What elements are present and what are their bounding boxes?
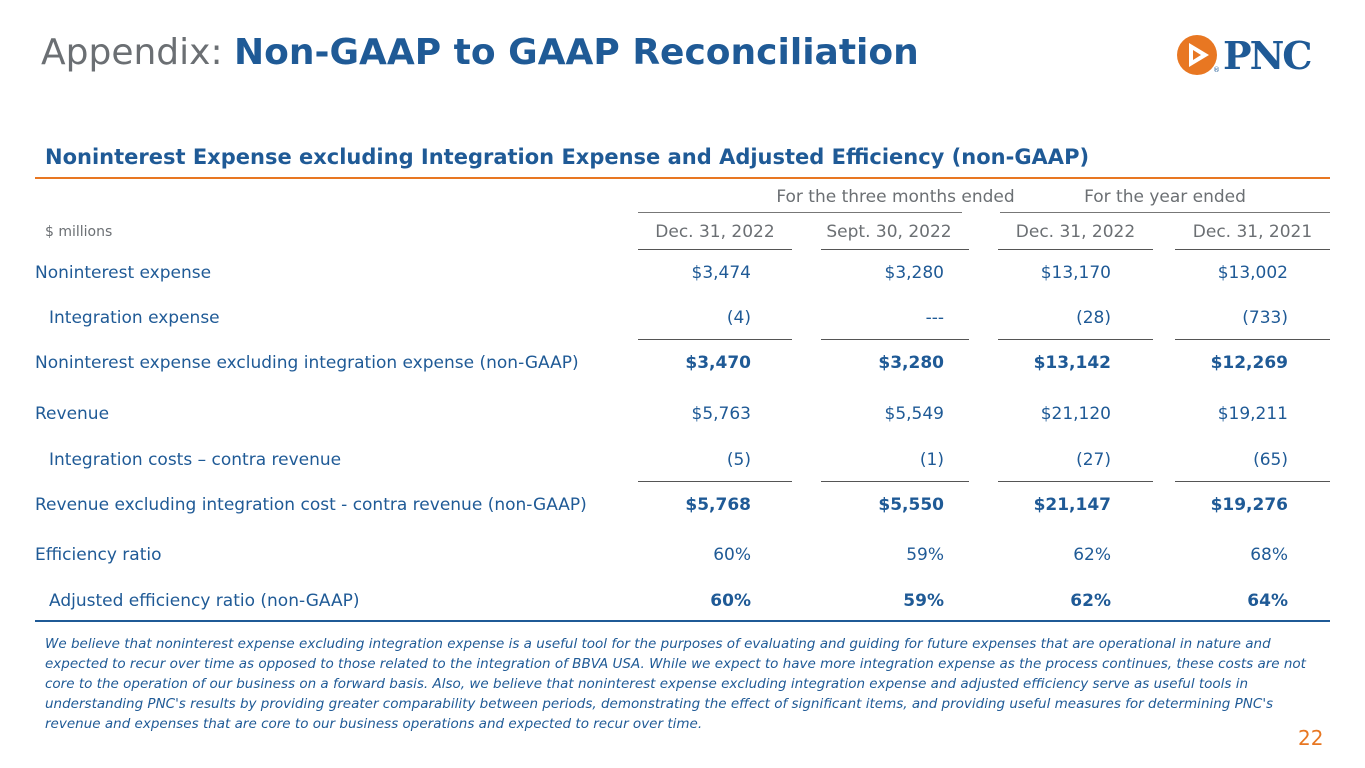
units-label: $ millions [45, 224, 113, 240]
group-divider-year [1000, 212, 1330, 213]
table-cell: (65) [1253, 450, 1288, 470]
table-cell: $12,269 [1210, 353, 1288, 373]
header-underline [638, 249, 792, 250]
column-header: Dec. 31, 2022 [655, 222, 775, 242]
row-label: Integration expense [49, 308, 220, 328]
table-cell: 62% [1070, 591, 1111, 611]
subtotal-line [821, 339, 969, 340]
table-cell: $21,147 [1033, 495, 1111, 515]
subtotal-line [638, 481, 792, 482]
table-cell: $13,002 [1217, 263, 1288, 283]
column-header: Dec. 31, 2022 [1015, 222, 1136, 242]
table-cell: $3,280 [878, 353, 944, 373]
row-label: Noninterest expense excluding integratio… [35, 353, 579, 373]
table-cell: (4) [726, 308, 751, 328]
table-cell: --- [925, 308, 944, 328]
table-cell: (733) [1242, 308, 1288, 328]
row-label: Integration costs – contra revenue [49, 450, 342, 470]
table-cell: (5) [726, 450, 751, 470]
page-number: 22 [1298, 726, 1324, 750]
row-label: Efficiency ratio [35, 545, 162, 565]
subtotal-line [998, 481, 1153, 482]
group-header-three-months: For the three months ended [776, 187, 1015, 207]
row-label: Revenue excluding integration cost - con… [35, 495, 587, 515]
table-cell: $13,142 [1033, 353, 1111, 373]
table-cell: $5,768 [685, 495, 751, 515]
column-header: Dec. 31, 2021 [1192, 222, 1313, 242]
subtotal-line [1175, 481, 1330, 482]
table-cell: (1) [919, 450, 944, 470]
pnc-logo: PNC ® [1175, 30, 1330, 80]
logo-wordmark: PNC [1223, 32, 1313, 78]
header-underline [998, 249, 1153, 250]
subtotal-line [821, 481, 969, 482]
table-bottom-divider [35, 620, 1330, 622]
header-underline [821, 249, 969, 250]
table-cell: 59% [903, 591, 944, 611]
table-cell: $3,470 [685, 353, 751, 373]
subtotal-line [638, 339, 792, 340]
table-cell: 59% [906, 545, 944, 565]
row-label: Adjusted efficiency ratio (non-GAAP) [49, 591, 360, 611]
group-divider-three-months [638, 212, 962, 213]
table-cell: 60% [710, 591, 751, 611]
row-label: Revenue [35, 404, 110, 424]
group-header-year: For the year ended [1084, 187, 1246, 207]
title-main: Non-GAAP to GAAP Reconciliation [234, 32, 919, 73]
logo-registered-mark: ® [1213, 66, 1220, 74]
section-title: Noninterest Expense excluding Integratio… [45, 145, 1090, 169]
section-divider [35, 177, 1330, 179]
table-cell: (28) [1076, 308, 1111, 328]
page-title: Appendix: Non-GAAP to GAAP Reconciliatio… [41, 32, 919, 73]
table-cell: 64% [1247, 591, 1288, 611]
table-cell: $19,276 [1210, 495, 1288, 515]
header-underline [1175, 249, 1330, 250]
pnc-triangle-icon [1177, 35, 1217, 75]
table-cell: 62% [1073, 545, 1111, 565]
table-cell: 68% [1250, 545, 1288, 565]
title-prefix: Appendix: [41, 32, 223, 73]
subtotal-line [1175, 339, 1330, 340]
subtotal-line [998, 339, 1153, 340]
row-label: Noninterest expense [35, 263, 212, 283]
table-cell: $3,280 [884, 263, 944, 283]
table-cell: $3,474 [691, 263, 751, 283]
table-cell: $5,550 [878, 495, 944, 515]
table-cell: $13,170 [1040, 263, 1111, 283]
table-cell: $19,211 [1217, 404, 1288, 424]
table-cell: 60% [713, 545, 751, 565]
table-cell: $5,763 [691, 404, 751, 424]
table-cell: $21,120 [1040, 404, 1111, 424]
footnote: We believe that noninterest expense excl… [45, 636, 1306, 732]
table-cell: $5,549 [884, 404, 944, 424]
table-cell: (27) [1076, 450, 1111, 470]
column-header: Sept. 30, 2022 [826, 222, 952, 242]
